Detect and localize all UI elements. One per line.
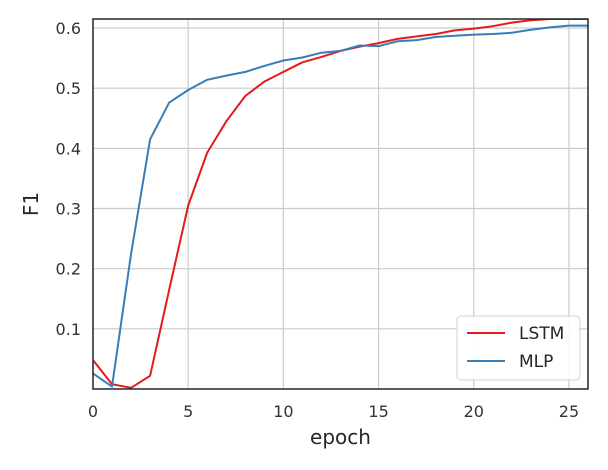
plot-frame xyxy=(92,18,589,390)
legend-label: MLP xyxy=(519,352,553,372)
x-axis-title: epoch xyxy=(310,425,371,449)
x-tick-label: 10 xyxy=(273,402,293,421)
series-line-mlp xyxy=(93,24,588,388)
y-tick-label: 0.4 xyxy=(56,139,81,158)
x-tick-label: 5 xyxy=(183,402,193,421)
legend-label: LSTM xyxy=(519,324,564,344)
y-axis-title: F1 xyxy=(19,192,43,216)
series-lines xyxy=(93,19,588,389)
legend: LSTM MLP xyxy=(456,315,581,381)
x-tick-label: 0 xyxy=(88,402,98,421)
y-tick-label: 0.3 xyxy=(56,200,81,219)
y-tick-label: 0.1 xyxy=(56,320,81,339)
x-tick-label: 20 xyxy=(464,402,484,421)
x-tick-label: 15 xyxy=(368,402,388,421)
x-tick-label: 25 xyxy=(559,402,579,421)
y-tick-label: 0.6 xyxy=(56,19,81,38)
grid xyxy=(92,19,588,389)
y-tick-label: 0.5 xyxy=(56,79,81,98)
y-tick-label: 0.2 xyxy=(56,260,81,279)
tick-labels: 0 5 10 15 20 25 0.1 0.2 0.3 0.4 0.5 0.6 xyxy=(56,19,580,421)
